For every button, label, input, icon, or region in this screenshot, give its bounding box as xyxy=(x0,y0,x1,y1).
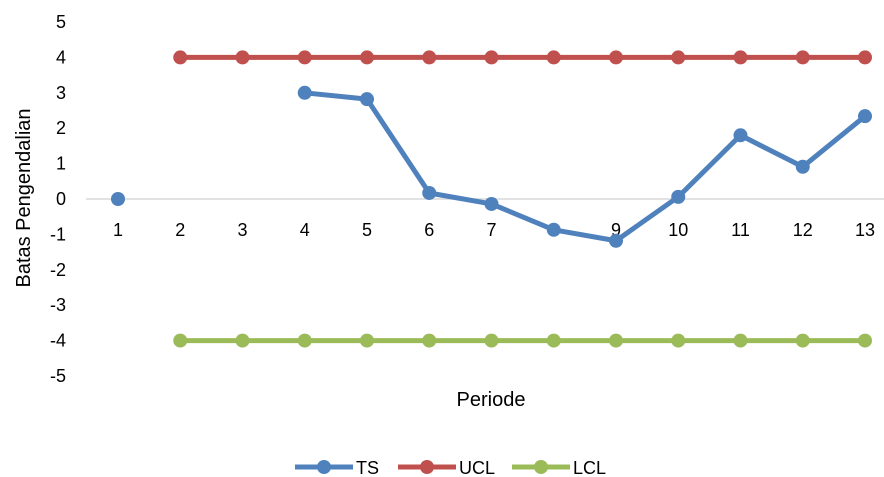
data-point-ts xyxy=(484,196,499,211)
x-axis-title: Periode xyxy=(457,389,526,411)
data-point-ucl xyxy=(671,50,686,65)
y-tick-label: -5 xyxy=(50,366,66,386)
data-point-lcl xyxy=(484,333,499,348)
x-tick-label: 7 xyxy=(486,220,496,240)
x-tick-label: 12 xyxy=(793,220,813,240)
y-tick-label: 2 xyxy=(56,118,66,138)
x-tick-label: 6 xyxy=(424,220,434,240)
data-point-lcl xyxy=(360,333,374,348)
legend-marker xyxy=(534,460,548,474)
data-point-ts xyxy=(858,109,872,124)
data-point-ucl xyxy=(360,50,374,65)
data-point-lcl xyxy=(546,333,561,348)
data-point-lcl xyxy=(609,333,623,348)
data-point-lcl xyxy=(671,333,686,348)
legend-item-ts: TS xyxy=(295,458,379,477)
data-point-ucl xyxy=(858,50,872,65)
data-point-ucl xyxy=(795,50,810,65)
y-tick-label: -3 xyxy=(50,295,66,315)
data-point-ucl xyxy=(173,50,188,65)
data-point-ts xyxy=(422,185,437,200)
x-tick-label: 10 xyxy=(668,220,688,240)
data-point-ucl xyxy=(733,50,748,65)
legend-label: LCL xyxy=(573,458,606,477)
data-point-ucl xyxy=(235,50,250,65)
y-tick-label: 4 xyxy=(56,47,66,67)
data-point-lcl xyxy=(858,333,872,348)
data-point-lcl xyxy=(235,333,250,348)
legend-label: TS xyxy=(356,458,379,477)
x-tick-label: 2 xyxy=(175,220,185,240)
x-tick-label: 1 xyxy=(113,220,123,240)
data-point-lcl xyxy=(795,333,810,348)
x-tick-label: 4 xyxy=(300,220,310,240)
data-point-ts xyxy=(795,159,810,174)
x-tick-label: 11 xyxy=(731,220,750,240)
y-tick-label: -4 xyxy=(50,331,66,351)
data-point-ucl xyxy=(546,50,561,65)
data-point-ts xyxy=(671,189,686,204)
y-tick-label: 1 xyxy=(56,154,66,174)
y-tick-label: 0 xyxy=(56,189,66,209)
legend-marker xyxy=(317,460,331,474)
y-tick-label: 5 xyxy=(56,12,66,32)
data-point-ucl xyxy=(609,50,623,65)
y-tick-labels: 5 4 3 2 1 0 -1 -2 -3 -4 -5 xyxy=(50,12,66,386)
x-tick-label: 13 xyxy=(855,220,875,240)
data-point-ucl xyxy=(422,50,437,65)
x-tick-label: 9 xyxy=(611,220,621,240)
data-point-ts xyxy=(297,85,312,100)
y-tick-label: -1 xyxy=(50,224,66,244)
series-line-ts xyxy=(302,90,868,244)
legend-item-lcl: LCL xyxy=(512,458,606,477)
data-point-ucl xyxy=(297,50,312,65)
data-point-ts xyxy=(111,192,125,206)
x-tick-label: 5 xyxy=(362,220,372,240)
data-point-ts xyxy=(360,92,374,107)
legend-item-ucl: UCL xyxy=(398,458,495,477)
y-tick-label: -2 xyxy=(50,260,66,280)
series-lines xyxy=(177,54,868,344)
y-tick-label: 3 xyxy=(56,83,66,103)
data-point-lcl xyxy=(297,333,312,348)
data-point-ucl xyxy=(484,50,499,65)
data-point-ts xyxy=(546,222,561,237)
data-point-ts xyxy=(609,233,623,248)
legend: TS UCL LCL xyxy=(295,458,606,477)
data-point-lcl xyxy=(422,333,437,348)
x-tick-label: 3 xyxy=(237,220,247,240)
data-point-lcl xyxy=(733,333,748,348)
y-axis-title: Batas Pengendalian xyxy=(13,108,35,287)
data-point-ts xyxy=(733,128,748,143)
x-tick-labels: 12345678910111213 xyxy=(113,220,875,240)
data-point-lcl xyxy=(173,333,188,348)
legend-marker xyxy=(420,460,434,474)
legend-label: UCL xyxy=(459,458,495,477)
series-points xyxy=(111,50,872,348)
